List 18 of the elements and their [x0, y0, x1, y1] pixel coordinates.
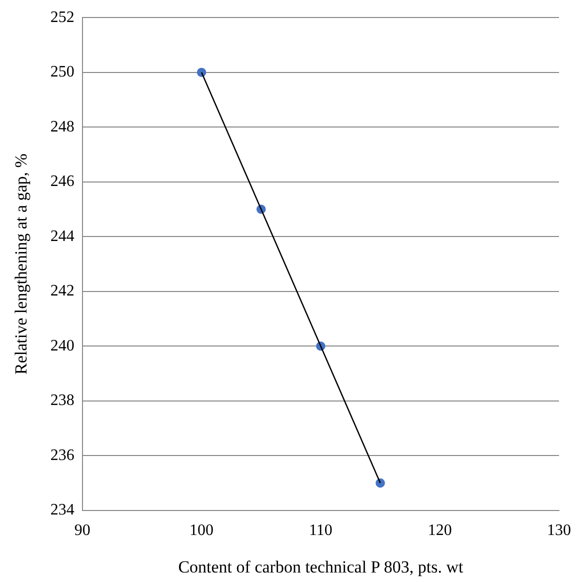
y-tick-label: 252: [50, 8, 74, 26]
y-tick-label: 244: [50, 228, 74, 245]
y-tick-label: 246: [50, 173, 74, 190]
y-tick-label: 234: [50, 502, 74, 519]
x-axis-title: Content of carbon technical P 803, pts. wt: [178, 557, 464, 576]
x-tick-label: 100: [190, 522, 214, 540]
y-tick-label: 250: [50, 64, 74, 81]
y-tick-label: 248: [50, 118, 74, 136]
x-tick-label: 110: [308, 522, 332, 540]
y-tick-label: 240: [50, 337, 74, 354]
x-tick-label: 90: [74, 522, 90, 540]
x-tick-label: 130: [547, 522, 571, 540]
y-tick-label: 236: [50, 446, 74, 464]
y-tick-label: 242: [50, 282, 74, 300]
x-tick-label: 120: [428, 522, 452, 540]
point: [196, 68, 206, 78]
y-tick-label: 238: [50, 392, 74, 410]
y-axis-title: Relative lengthening at a gap, %: [12, 154, 31, 374]
